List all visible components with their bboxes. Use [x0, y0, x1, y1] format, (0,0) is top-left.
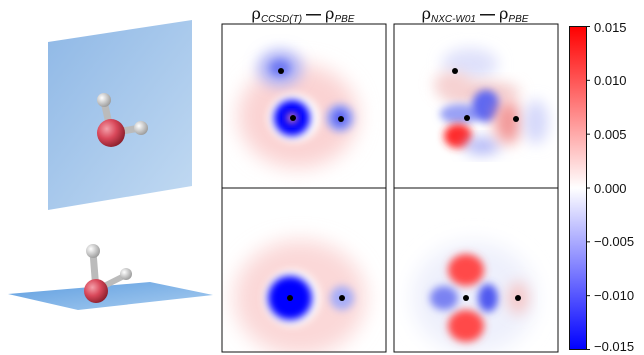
atom-marker	[452, 68, 458, 74]
oxygen-atom	[97, 119, 125, 147]
atom-marker	[464, 115, 470, 121]
atom-marker	[463, 295, 469, 301]
colorbar-tick-label: −0.015	[594, 339, 635, 354]
colorbar-tick-label: −0.005	[594, 234, 635, 249]
atom-marker	[515, 295, 521, 301]
column-title-nxc: ρNXC-W01— ρPBE	[421, 4, 529, 25]
oxygen-atom	[84, 279, 108, 303]
density-maps	[221, 23, 559, 353]
hydrogen-atom	[86, 244, 100, 258]
colorbar-tick-label: 0.005	[594, 127, 627, 142]
hydrogen-atom	[97, 93, 111, 107]
map-nxc-horizontal	[394, 188, 558, 352]
molecule-plane-vertical	[8, 20, 213, 310]
hydrogen-atom	[134, 121, 148, 135]
colorbar-tick-label: −0.010	[594, 288, 635, 303]
atom-marker	[339, 295, 345, 301]
colorbar	[569, 26, 590, 350]
atom-marker	[278, 68, 284, 74]
map-ccsd-horizontal	[222, 188, 386, 352]
atom-marker	[287, 295, 293, 301]
atom-marker	[513, 116, 519, 122]
colorbar-tick-label: 0.000	[594, 181, 627, 196]
atom-marker	[338, 116, 344, 122]
hydrogen-atom	[120, 268, 132, 280]
map-ccsd-vertical	[222, 24, 386, 188]
map-nxc-vertical	[394, 24, 558, 188]
colorbar-tick-label: 0.015	[594, 20, 627, 35]
vertical-plane	[48, 20, 192, 210]
colorbar-tick-label: 0.010	[594, 73, 627, 88]
atom-marker	[290, 115, 296, 121]
horizontal-plane	[8, 282, 213, 310]
column-title-ccsd: ρCCSD(T) — ρPBE	[251, 4, 355, 25]
